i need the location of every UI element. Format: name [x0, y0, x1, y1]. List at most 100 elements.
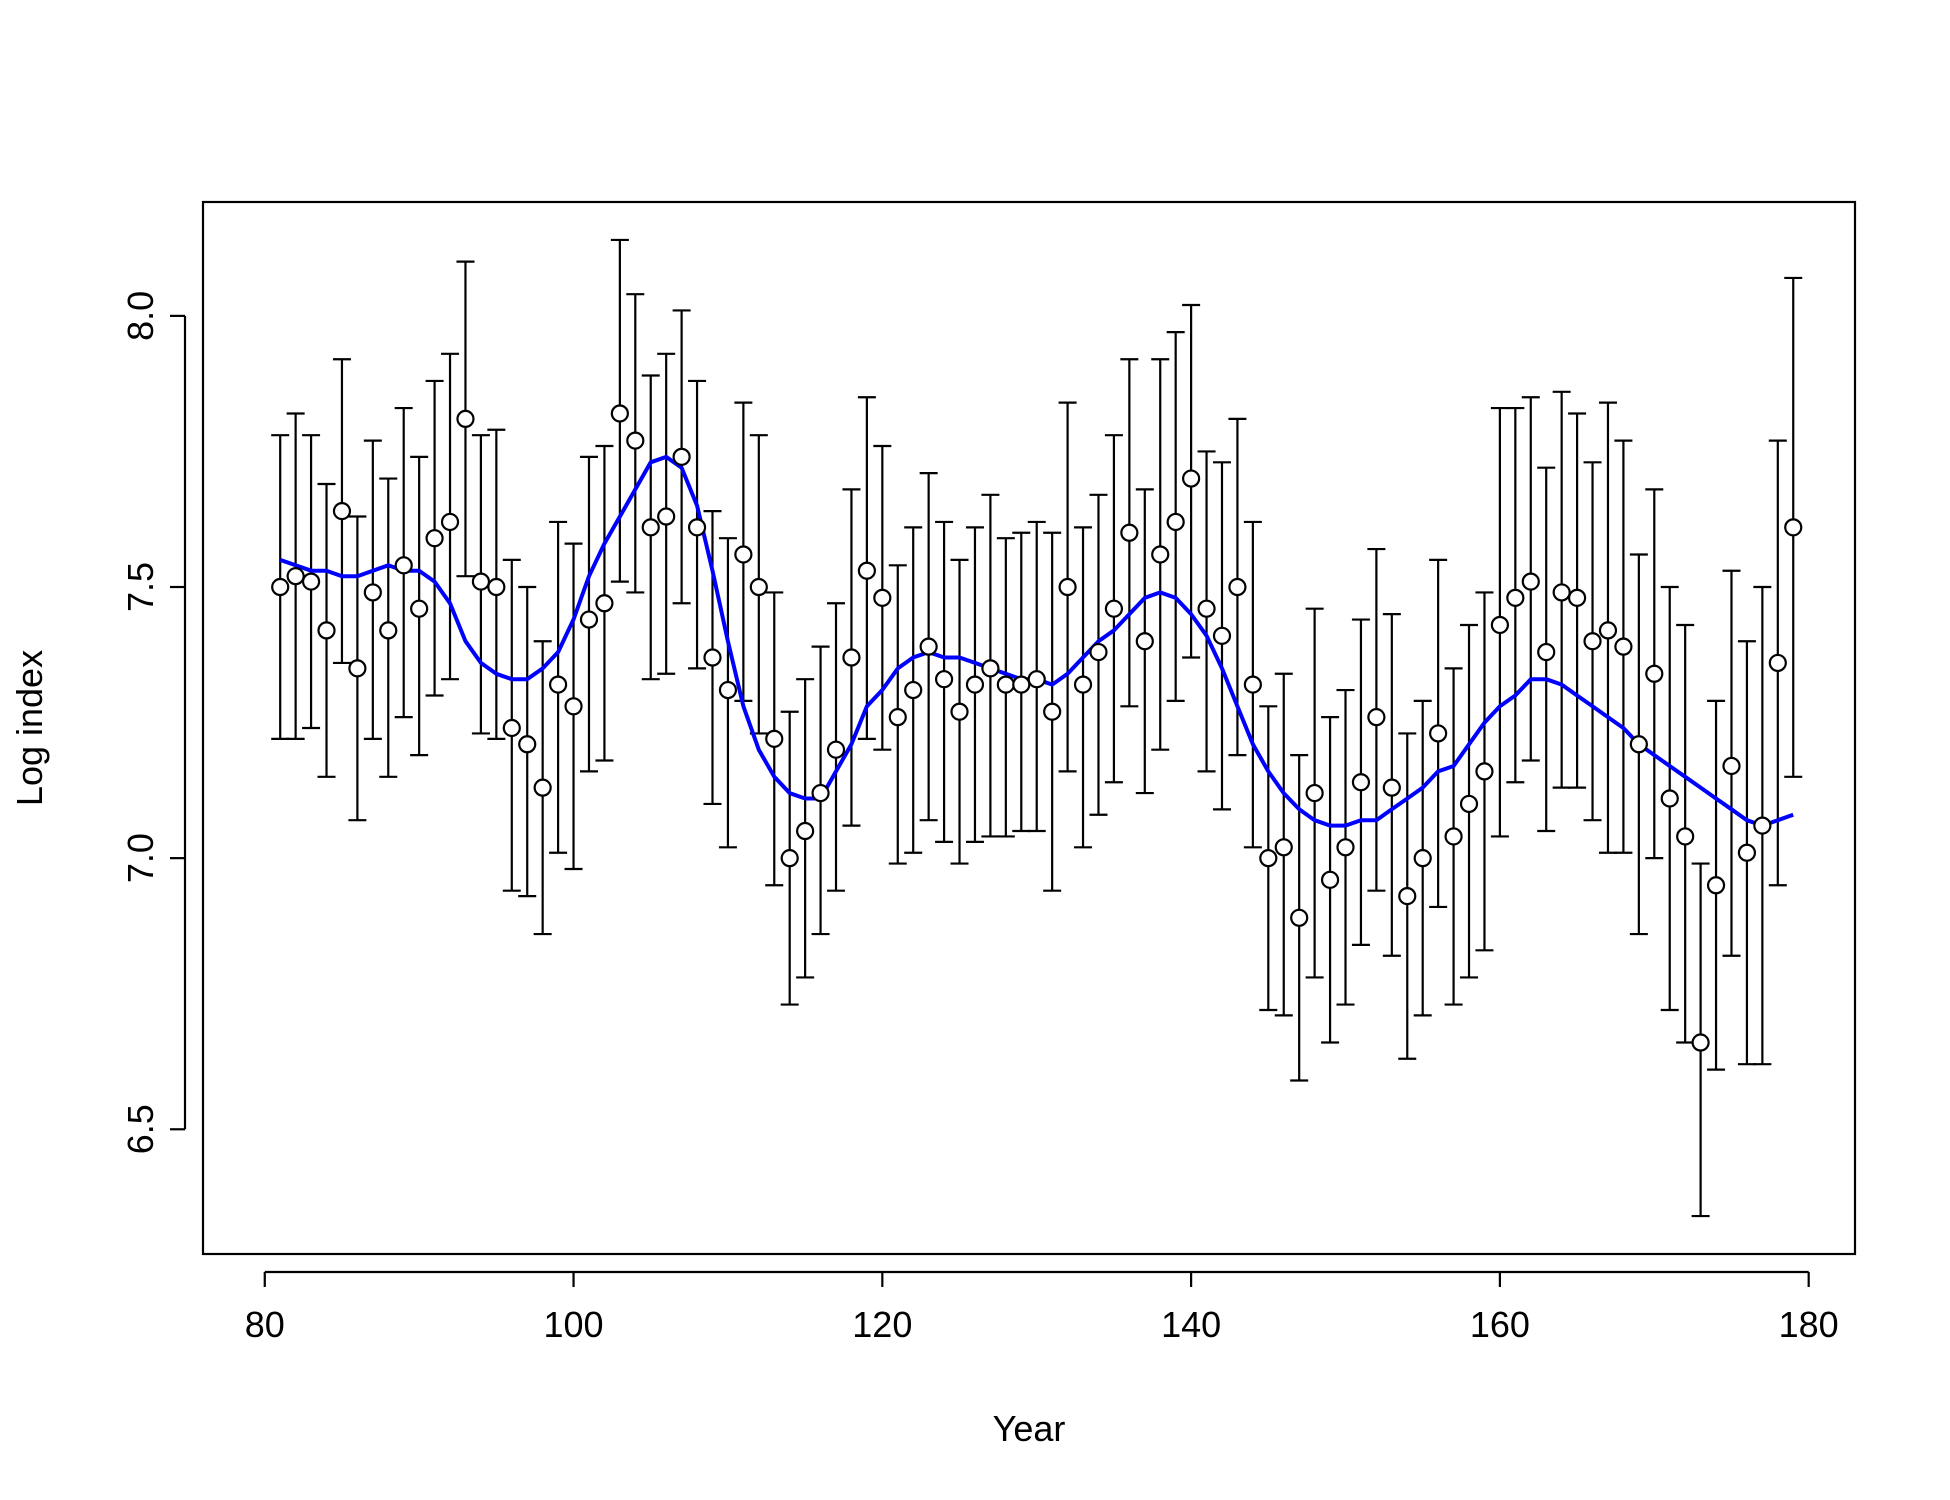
data-point [363, 583, 382, 602]
data-point [348, 659, 367, 678]
data-point [1135, 632, 1154, 651]
data-point [502, 718, 521, 738]
x-tick-label: 180 [1779, 1304, 1839, 1345]
data-point [487, 577, 506, 597]
data-point [1506, 588, 1525, 607]
data-point [1336, 838, 1355, 857]
data-point [1043, 702, 1062, 721]
data-point [1058, 577, 1077, 597]
data-point [873, 588, 892, 607]
data-point [394, 556, 413, 575]
data-point [934, 670, 954, 689]
data-point [1089, 642, 1108, 662]
data-point [1614, 637, 1633, 656]
data-point [271, 577, 290, 597]
data-point [1645, 664, 1664, 683]
data-point [1274, 838, 1293, 857]
data-point [1290, 908, 1309, 927]
data-point [1552, 583, 1571, 602]
x-tick-label: 80 [245, 1304, 285, 1345]
y-tick-label: 7.0 [120, 833, 161, 883]
data-point [610, 404, 629, 423]
data-point [1351, 773, 1371, 792]
data-point [1706, 876, 1726, 895]
data-point [1120, 523, 1139, 542]
data-point [641, 518, 660, 537]
data-point [1753, 816, 1772, 835]
data-point [1398, 887, 1417, 906]
data-point [765, 729, 784, 748]
data-point [1259, 849, 1278, 868]
data-point [1784, 518, 1803, 537]
data-point [317, 621, 336, 640]
data-point [749, 577, 768, 597]
data-point [904, 680, 923, 700]
y-axis: 6.5 7.0 7.5 8.0 [120, 291, 187, 1154]
data-point [1382, 778, 1401, 797]
data-points [271, 404, 1803, 1052]
data-point [919, 637, 938, 656]
data-point [1537, 642, 1556, 662]
data-point [1151, 545, 1170, 564]
data-point [811, 783, 830, 803]
data-point [456, 409, 475, 429]
x-tick-label: 120 [852, 1304, 912, 1345]
data-point [826, 740, 846, 759]
data-point [301, 572, 321, 591]
data-point [996, 675, 1015, 694]
data-point [1166, 512, 1185, 532]
data-point [1197, 599, 1216, 618]
data-point [703, 648, 722, 667]
data-point [1691, 1033, 1710, 1052]
data-point [1444, 827, 1463, 846]
y-tick-label: 7.5 [120, 562, 161, 612]
data-point [1737, 843, 1757, 862]
data-point [687, 518, 707, 537]
data-point [1212, 626, 1232, 645]
data-point [1413, 849, 1432, 868]
error-bars [271, 238, 1803, 1218]
data-point [564, 697, 583, 716]
data-point [1459, 794, 1479, 814]
data-point [1182, 469, 1201, 488]
data-point [657, 507, 676, 526]
data-point [888, 708, 907, 727]
data-point [549, 675, 568, 694]
data-point [471, 572, 491, 591]
data-point [1243, 675, 1262, 694]
data-point [410, 599, 429, 618]
data-point [533, 778, 552, 797]
x-tick-label: 100 [544, 1304, 604, 1345]
y-axis-label: Log index [9, 650, 50, 806]
data-point [425, 529, 444, 548]
x-axis: 80 100 120 140 160 180 [245, 1270, 1839, 1345]
data-point [1598, 621, 1618, 640]
data-point [965, 675, 985, 694]
data-point [1583, 632, 1602, 651]
data-point [718, 680, 738, 700]
data-point [950, 702, 969, 721]
data-point [379, 621, 398, 640]
data-point [440, 512, 460, 532]
data-point [1104, 599, 1124, 618]
data-point [1073, 675, 1093, 694]
data-point [1629, 735, 1648, 754]
data-point [626, 431, 645, 450]
data-point [1320, 870, 1340, 889]
data-point [1567, 588, 1587, 607]
data-point [734, 545, 753, 564]
data-point [796, 821, 815, 841]
data-point [1367, 708, 1386, 727]
data-point [1027, 670, 1046, 689]
data-point [595, 594, 614, 613]
data-point [1429, 724, 1448, 743]
data-point [579, 610, 599, 629]
data-point [780, 849, 799, 868]
data-point [1228, 577, 1247, 597]
data-point [332, 501, 352, 521]
data-point [1660, 789, 1679, 808]
data-point [1305, 783, 1324, 803]
x-tick-label: 140 [1161, 1304, 1221, 1345]
data-point [1722, 756, 1741, 776]
